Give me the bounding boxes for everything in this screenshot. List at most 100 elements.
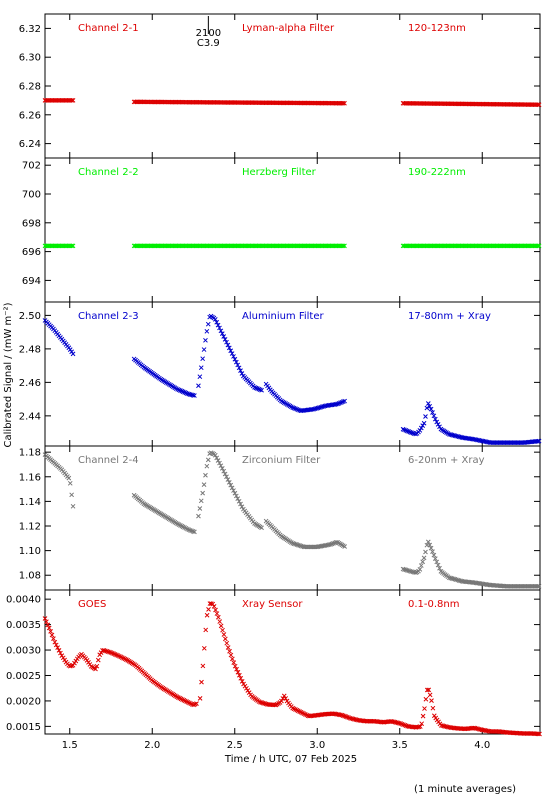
data-point	[239, 678, 245, 684]
data-point	[48, 629, 53, 634]
data-point	[215, 322, 221, 328]
data-point	[197, 506, 203, 511]
data-point	[340, 713, 346, 718]
y-tick-label: 1.14	[19, 497, 41, 508]
data-point	[60, 655, 66, 661]
panel-band-label: 120-123nm	[408, 23, 466, 34]
data-point	[417, 724, 423, 729]
data-point	[204, 328, 210, 334]
data-point	[102, 648, 108, 654]
data-point	[409, 430, 414, 436]
data-point	[402, 722, 408, 728]
data-point	[203, 472, 208, 478]
data-point	[435, 562, 441, 568]
data-point	[291, 541, 297, 547]
data-point	[536, 102, 542, 108]
data-point	[258, 699, 263, 705]
y-tick-label: 6.28	[19, 82, 41, 93]
data-point	[260, 700, 266, 706]
data-point	[421, 420, 427, 426]
data-point	[410, 430, 416, 436]
panel-channel-label: Channel 2-4	[78, 455, 139, 466]
data-point	[233, 493, 239, 499]
data-point	[343, 714, 349, 719]
data-point	[69, 98, 75, 103]
x-tick-label: 2.0	[144, 740, 160, 751]
y-tick-label: 6.32	[19, 24, 41, 35]
data-point	[239, 371, 245, 376]
data-point	[70, 662, 76, 668]
data-point	[423, 696, 429, 702]
data-point	[213, 607, 218, 613]
data-point	[104, 648, 110, 654]
y-tick-label: 0.0030	[6, 646, 41, 657]
data-point	[206, 607, 211, 612]
data-point	[203, 627, 209, 633]
data-point	[215, 614, 221, 620]
data-point	[434, 559, 440, 565]
data-point	[105, 649, 111, 655]
data-point	[56, 648, 62, 653]
data-point	[101, 648, 107, 653]
data-point	[215, 458, 221, 463]
x-axis-label: Time / h UTC, 07 Feb 2025	[224, 754, 357, 765]
series-5	[42, 601, 542, 737]
data-point	[186, 527, 192, 533]
data-point	[197, 696, 203, 701]
data-point	[107, 649, 112, 655]
y-tick-label: 2.46	[19, 378, 41, 389]
data-point	[328, 542, 333, 547]
data-point	[204, 612, 210, 618]
data-point	[217, 325, 222, 331]
data-point	[423, 549, 428, 555]
data-point	[297, 543, 303, 548]
data-point	[432, 416, 438, 422]
data-point	[196, 513, 201, 519]
data-point	[425, 539, 431, 545]
data-point	[59, 653, 65, 658]
data-point	[422, 706, 427, 711]
data-point	[73, 658, 79, 664]
data-point	[189, 528, 194, 534]
data-point	[200, 356, 206, 362]
data-point	[225, 645, 231, 650]
data-point	[236, 365, 242, 371]
data-point	[428, 545, 434, 551]
data-point	[434, 419, 440, 425]
data-point	[427, 403, 433, 409]
data-point	[203, 337, 208, 343]
data-point	[222, 336, 228, 342]
data-point	[237, 672, 242, 678]
data-point	[214, 455, 220, 461]
data-point	[430, 549, 435, 554]
data-point	[535, 583, 541, 589]
data-point	[329, 541, 335, 547]
data-point	[536, 583, 542, 589]
data-point	[55, 645, 60, 651]
data-point	[49, 632, 55, 638]
data-point	[331, 541, 336, 546]
data-point	[340, 243, 346, 249]
series-2	[42, 243, 542, 249]
data-point	[190, 529, 196, 534]
y-tick-label: 6.24	[19, 139, 41, 150]
data-point	[219, 331, 225, 337]
data-point	[437, 565, 442, 571]
x-tick-label: 2.5	[227, 740, 243, 751]
data-point	[279, 698, 284, 704]
data-point	[67, 347, 73, 352]
panel-1: 6.24 6.26 6.28 6.30 6.32 Channel 2-1 Lyman-alp…	[19, 13, 542, 159]
data-point	[224, 474, 229, 480]
data-point	[70, 98, 76, 103]
data-point	[421, 555, 427, 561]
data-point	[398, 721, 404, 727]
panel-filter-label: Lyman-alpha Filter	[242, 23, 335, 34]
data-point	[226, 345, 232, 351]
data-point	[298, 543, 304, 549]
data-point	[221, 468, 227, 474]
data-point	[194, 701, 199, 706]
event-marker: 2100 C3.9	[196, 16, 221, 49]
panel-5: 0.0015 0.0020 0.0025 0.0030 0.0035 0.0040 GOES…	[6, 589, 542, 737]
data-point	[283, 696, 289, 701]
data-point	[342, 100, 347, 106]
